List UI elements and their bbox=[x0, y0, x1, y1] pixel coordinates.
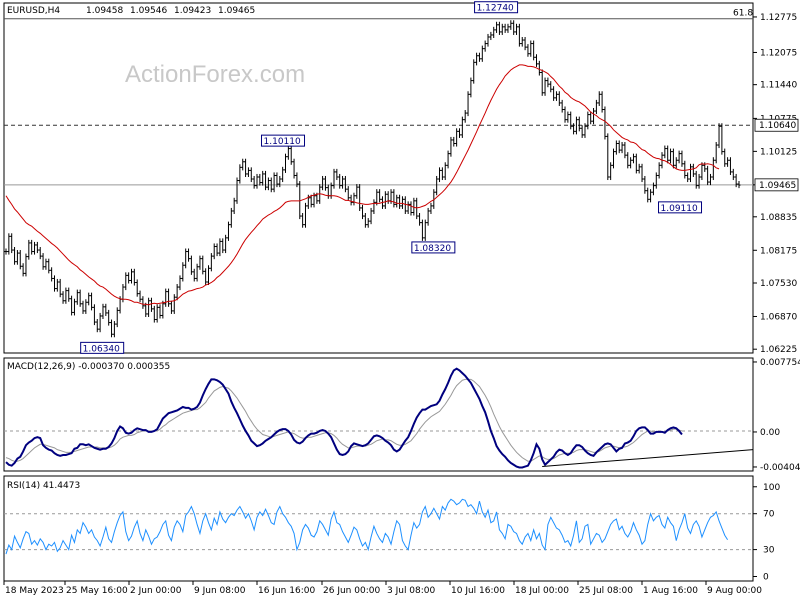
watermark: ActionForex.com bbox=[125, 61, 305, 88]
annotation-box bbox=[474, 1, 519, 14]
ohlc-value: 1.09465 bbox=[218, 6, 255, 16]
rsi-y-tick-label: 100 bbox=[763, 483, 780, 493]
annotation-box bbox=[411, 241, 456, 254]
x-tick-label: 1 Aug 16:00 bbox=[643, 586, 698, 596]
y-tick-label: 1.10125 bbox=[760, 147, 797, 157]
current-price-tag: 1.09465 bbox=[759, 181, 796, 191]
annotation-box bbox=[80, 341, 125, 354]
main-title: EURUSD,H4 bbox=[7, 6, 60, 16]
rsi-y-tick-label: 30 bbox=[763, 546, 775, 556]
x-tick-label: 18 May 2023 bbox=[5, 586, 64, 596]
macd-trend-line bbox=[542, 449, 754, 468]
level-tag-box bbox=[754, 118, 799, 132]
macd-title: MACD(12,26,9) -0.000370 0.000355 bbox=[7, 362, 170, 372]
annotation-label: 1.10110 bbox=[264, 137, 301, 147]
macd-line bbox=[5, 367, 683, 469]
y-tick-label: 1.08835 bbox=[760, 213, 797, 223]
rsi-y-tick-label: 0 bbox=[763, 573, 769, 583]
macd-y-tick-label: 0.007754 bbox=[760, 358, 800, 368]
x-tick-label: 2 Jun 00:00 bbox=[130, 586, 182, 596]
x-tick-label: 9 Aug 00:00 bbox=[707, 586, 762, 596]
y-tick-label: 1.07530 bbox=[760, 279, 797, 289]
panel-frame-1 bbox=[3, 2, 754, 354]
price-series bbox=[4, 20, 741, 338]
ohlc-value: 1.09546 bbox=[130, 6, 167, 16]
y-tick-label: 1.12075 bbox=[760, 48, 797, 58]
y-tick-label: 1.12775 bbox=[760, 13, 797, 23]
x-tick-label: 25 Jul 08:00 bbox=[579, 586, 633, 596]
current-price-tag-box bbox=[754, 178, 799, 192]
x-tick-label: 10 Jul 16:00 bbox=[451, 586, 505, 596]
moving-average-line bbox=[5, 64, 720, 306]
annotation-box bbox=[658, 201, 703, 214]
macd-y-tick-label: 0.00 bbox=[760, 428, 780, 438]
y-tick-label: 1.06225 bbox=[760, 345, 797, 355]
ohlc-value: 1.09458 bbox=[86, 6, 123, 16]
rsi-y-tick-label: 70 bbox=[763, 510, 775, 520]
rsi-line bbox=[5, 498, 729, 555]
panel-frame-3 bbox=[3, 475, 754, 582]
annotation-label: 1.09110 bbox=[661, 204, 698, 214]
fib-level-label: 61.8 bbox=[733, 9, 753, 19]
x-tick-label: 16 Jun 16:00 bbox=[258, 586, 315, 596]
x-tick-label: 25 May 16:00 bbox=[66, 586, 128, 596]
annotation-label: 1.06340 bbox=[83, 344, 120, 354]
panel-frame-2 bbox=[3, 357, 754, 472]
rsi-title: RSI(14) 41.4473 bbox=[7, 481, 80, 491]
y-tick-label: 1.11440 bbox=[760, 81, 797, 91]
level-tag: 1.10640 bbox=[759, 121, 796, 131]
ohlc-value: 1.09423 bbox=[174, 6, 211, 16]
y-tick-label: 1.08175 bbox=[760, 246, 797, 256]
annotation-box bbox=[261, 134, 306, 147]
y-tick-label: 1.06870 bbox=[760, 312, 797, 322]
x-tick-label: 26 Jun 00:00 bbox=[323, 586, 380, 596]
x-tick-label: 3 Jul 08:00 bbox=[387, 586, 436, 596]
annotation-label: 1.12740 bbox=[477, 4, 514, 14]
annotation-label: 1.08320 bbox=[414, 244, 451, 254]
x-tick-label: 18 Jul 00:00 bbox=[515, 586, 569, 596]
macd-y-tick-label: -0.004047 bbox=[760, 463, 800, 473]
x-tick-label: 9 Jun 08:00 bbox=[194, 586, 246, 596]
